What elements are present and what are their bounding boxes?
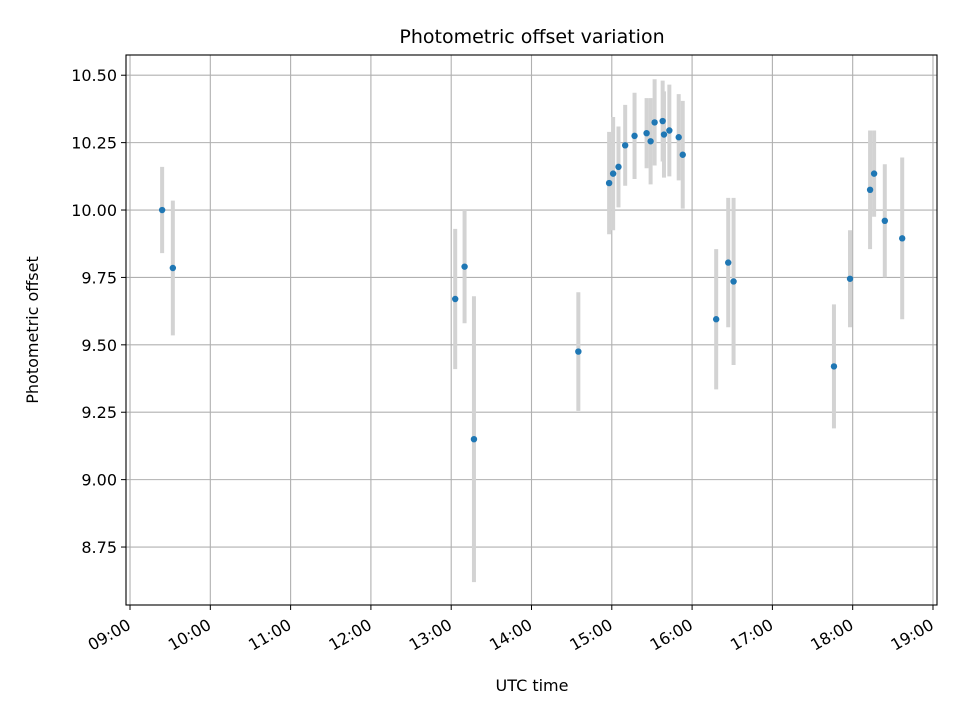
data-point [660, 131, 668, 138]
data-point [605, 179, 613, 187]
y-tick-label: 9.50 [81, 336, 117, 355]
grid [126, 55, 937, 605]
chart-title: Photometric offset variation [399, 26, 664, 48]
data-point [631, 132, 638, 140]
data-point [870, 170, 878, 177]
y-tick-label: 9.75 [81, 268, 117, 287]
x-tick-label: 15:00 [566, 615, 615, 655]
data-point [575, 348, 582, 355]
y-tick-label: 10.50 [71, 66, 117, 85]
data-point [725, 259, 732, 266]
data-point [461, 263, 468, 270]
error-bars [160, 79, 905, 583]
data-point [881, 217, 889, 225]
y-axis-ticks: 8.75 9.00 9.25 9.50 9.75 10.00 10.25 10.50 [71, 66, 126, 557]
x-axis-label: UTC time [496, 676, 569, 695]
data-point [666, 127, 673, 134]
y-tick-label: 9.00 [81, 471, 117, 490]
x-tick-label: 10:00 [165, 615, 214, 655]
x-tick-label: 13:00 [406, 615, 455, 655]
data-point [730, 278, 737, 285]
data-point [846, 275, 854, 282]
data-point [647, 138, 654, 145]
data-point [651, 119, 658, 126]
x-tick-label: 18:00 [807, 615, 856, 655]
data-point [899, 235, 906, 242]
x-tick-label: 17:00 [727, 615, 776, 655]
y-tick-label: 10.00 [71, 201, 117, 220]
data-point [169, 264, 177, 272]
x-axis-ticks: 09:00 10:00 11:00 12:00 13:00 14:00 15:00 16:00… [85, 605, 937, 655]
data-point [679, 151, 686, 158]
y-tick-label: 10.25 [71, 134, 117, 153]
data-point [712, 316, 720, 323]
y-tick-label: 9.25 [81, 403, 117, 422]
x-tick-label: 19:00 [888, 615, 937, 655]
data-point [643, 129, 650, 137]
y-tick-label: 8.75 [81, 538, 117, 557]
y-axis-label: Photometric offset [23, 256, 42, 404]
data-point [609, 170, 617, 177]
x-tick-label: 14:00 [486, 615, 535, 655]
data-point [158, 206, 166, 214]
data-point [866, 186, 874, 194]
x-tick-label: 16:00 [647, 615, 696, 655]
data-point [452, 295, 459, 303]
data-point [621, 142, 629, 149]
data-point [675, 134, 682, 141]
data-points [158, 117, 906, 443]
data-point [615, 163, 622, 171]
data-point [830, 363, 838, 370]
data-point [659, 117, 666, 125]
data-point [470, 435, 478, 443]
x-tick-label: 09:00 [85, 615, 134, 655]
x-tick-label: 11:00 [245, 615, 294, 655]
x-tick-label: 12:00 [325, 615, 374, 655]
